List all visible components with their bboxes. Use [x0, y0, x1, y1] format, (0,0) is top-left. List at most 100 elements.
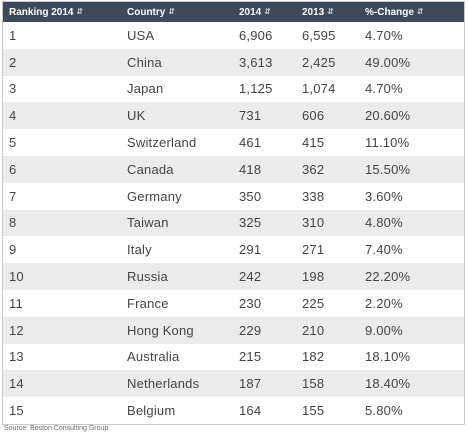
value-2013-cell: 198: [302, 269, 325, 285]
value-2013-cell: 155: [302, 403, 325, 419]
value-2014-cell: 1,125: [239, 81, 273, 97]
value-2013-cell: 415: [302, 135, 325, 151]
change-cell: 4.80%: [365, 215, 403, 231]
value-2013-cell: 1,074: [302, 81, 336, 97]
rank-cell: 14: [9, 376, 24, 392]
change-cell: 18.10%: [365, 349, 411, 365]
country-cell: Japan: [127, 81, 164, 97]
column-header-change[interactable]: %-Change ⇵: [359, 2, 464, 22]
value-2014-cell: 461: [239, 135, 262, 151]
value-2013-cell: 6,595: [302, 27, 336, 43]
change-cell: 49.00%: [365, 54, 411, 70]
table-row: 5 Switzerland 461 415 11.10%: [3, 129, 464, 156]
country-cell: Russia: [127, 269, 168, 285]
change-cell: 7.40%: [365, 242, 403, 258]
rank-cell: 5: [9, 135, 17, 151]
value-2014-cell: 229: [239, 322, 262, 338]
country-cell: Australia: [127, 349, 180, 365]
column-header-ranking[interactable]: Ranking 2014 ⇵: [3, 2, 121, 22]
change-cell: 20.60%: [365, 108, 411, 124]
country-cell: Taiwan: [127, 215, 169, 231]
value-2014-cell: 215: [239, 349, 262, 365]
value-2013-cell: 606: [302, 108, 325, 124]
table-row: 9 Italy 291 271 7.40%: [3, 236, 464, 264]
rank-cell: 2: [9, 54, 17, 70]
table-row: 11 France 230 225 2.20%: [3, 289, 464, 317]
table-row: 4 UK 731 606 20.60%: [3, 102, 464, 130]
rank-cell: 9: [9, 242, 17, 258]
country-cell: Germany: [127, 188, 182, 204]
country-cell: Italy: [127, 242, 152, 258]
change-cell: 4.70%: [365, 81, 403, 97]
country-cell: Hong Kong: [127, 322, 194, 338]
country-cell: UK: [127, 108, 146, 124]
value-2014-cell: 6,906: [239, 27, 273, 43]
table-row: 8 Taiwan 325 310 4.80%: [3, 209, 464, 237]
value-2014-cell: 731: [239, 108, 262, 124]
column-header-country[interactable]: Country ⇵: [121, 2, 233, 22]
country-cell: Netherlands: [127, 376, 200, 392]
table-body: 1 USA 6,906 6,595 4.70% 2 China 3,613 2,425 49.0…: [3, 22, 464, 424]
value-2013-cell: 2,425: [302, 54, 336, 70]
value-2013-cell: 362: [302, 161, 325, 177]
value-2014-cell: 418: [239, 161, 262, 177]
column-header-label: Ranking 2014: [9, 7, 74, 18]
value-2014-cell: 325: [239, 215, 262, 231]
country-cell: Canada: [127, 161, 174, 177]
column-header-label: 2013: [302, 7, 325, 18]
change-cell: 15.50%: [365, 161, 411, 177]
value-2014-cell: 164: [239, 403, 262, 419]
ranking-table: Ranking 2014 ⇵ Country ⇵ 2014 ⇵ 2013 ⇵ %-Cha…: [3, 2, 464, 424]
column-header-label: %-Change: [365, 7, 414, 18]
value-2013-cell: 225: [302, 295, 325, 311]
sort-icon[interactable]: ⇵: [327, 7, 334, 16]
source-note: Source: Boston Consulting Group: [4, 425, 109, 432]
value-2014-cell: 187: [239, 376, 262, 392]
change-cell: 9.00%: [365, 322, 403, 338]
value-2014-cell: 291: [239, 242, 262, 258]
change-cell: 5.80%: [365, 403, 403, 419]
value-2013-cell: 310: [302, 215, 325, 231]
rank-cell: 10: [9, 269, 24, 285]
column-header-2013[interactable]: 2013 ⇵: [296, 2, 359, 22]
table-row: 3 Japan 1,125 1,074 4.70%: [3, 75, 464, 103]
table-row: 15 Belgium 164 155 5.80%: [3, 397, 464, 424]
value-2013-cell: 158: [302, 376, 325, 392]
table-row: 13 Australia 215 182 18.10%: [3, 343, 464, 371]
column-header-2014[interactable]: 2014 ⇵: [233, 2, 296, 22]
ranking-table-container: Ranking 2014 ⇵ Country ⇵ 2014 ⇵ 2013 ⇵ %-Cha…: [2, 1, 465, 425]
country-cell: France: [127, 295, 169, 311]
rank-cell: 3: [9, 81, 17, 97]
country-cell: Switzerland: [127, 135, 197, 151]
sort-icon[interactable]: ⇵: [264, 7, 271, 16]
table-row: 12 Hong Kong 229 210 9.00%: [3, 316, 464, 344]
change-cell: 3.60%: [365, 188, 403, 204]
rank-cell: 6: [9, 161, 17, 177]
rank-cell: 7: [9, 188, 17, 204]
table-row: 2 China 3,613 2,425 49.00%: [3, 48, 464, 76]
rank-cell: 8: [9, 215, 17, 231]
value-2014-cell: 350: [239, 188, 262, 204]
table-row: 6 Canada 418 362 15.50%: [3, 155, 464, 183]
sort-icon[interactable]: ⇵: [168, 7, 176, 16]
rank-cell: 12: [9, 322, 24, 338]
rank-cell: 15: [9, 403, 24, 419]
column-header-label: 2014: [239, 7, 262, 18]
country-cell: Belgium: [127, 403, 176, 419]
value-2014-cell: 242: [239, 269, 262, 285]
rank-cell: 13: [9, 349, 24, 365]
change-cell: 11.10%: [365, 135, 410, 151]
sort-icon[interactable]: ⇵: [76, 7, 84, 16]
change-cell: 22.20%: [365, 269, 411, 285]
value-2014-cell: 3,613: [239, 54, 273, 70]
rank-cell: 11: [9, 295, 23, 311]
table-row: 1 USA 6,906 6,595 4.70%: [3, 22, 464, 49]
sort-icon[interactable]: ⇵: [416, 7, 424, 16]
table-row: 7 Germany 350 338 3.60%: [3, 182, 464, 210]
value-2014-cell: 230: [239, 295, 262, 311]
value-2013-cell: 271: [302, 242, 325, 258]
country-cell: China: [127, 54, 162, 70]
rank-cell: 1: [9, 27, 17, 43]
rank-cell: 4: [9, 108, 17, 124]
value-2013-cell: 182: [302, 349, 325, 365]
